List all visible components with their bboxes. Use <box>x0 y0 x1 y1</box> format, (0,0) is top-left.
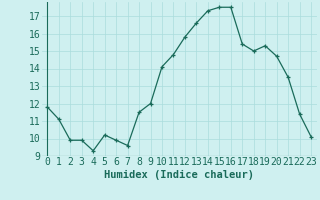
X-axis label: Humidex (Indice chaleur): Humidex (Indice chaleur) <box>104 170 254 180</box>
